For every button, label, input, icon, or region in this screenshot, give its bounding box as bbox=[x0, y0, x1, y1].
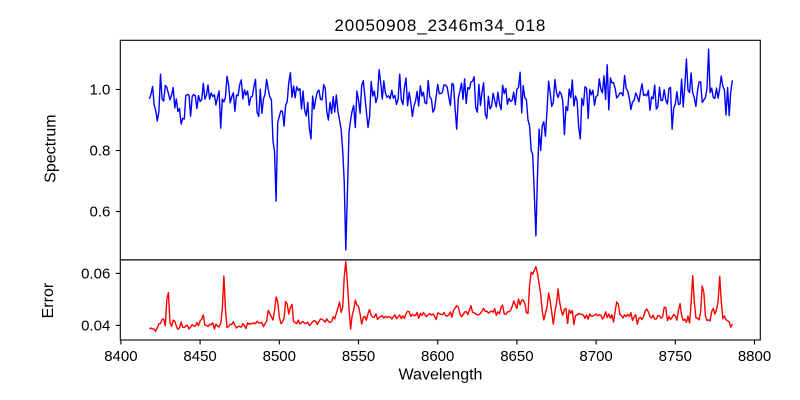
svg-text:8450: 8450 bbox=[183, 348, 216, 365]
svg-text:0.04: 0.04 bbox=[81, 318, 110, 335]
svg-text:1.0: 1.0 bbox=[89, 82, 110, 99]
svg-text:20050908_2346m34_018: 20050908_2346m34_018 bbox=[334, 16, 546, 35]
svg-text:8550: 8550 bbox=[342, 348, 375, 365]
svg-text:Spectrum: Spectrum bbox=[43, 114, 60, 182]
svg-text:8800: 8800 bbox=[738, 348, 771, 365]
svg-text:8750: 8750 bbox=[659, 348, 692, 365]
svg-text:8400: 8400 bbox=[104, 348, 137, 365]
svg-text:8500: 8500 bbox=[263, 348, 296, 365]
svg-text:8650: 8650 bbox=[500, 348, 533, 365]
svg-text:Error: Error bbox=[40, 282, 57, 318]
svg-text:8700: 8700 bbox=[579, 348, 612, 365]
svg-text:0.6: 0.6 bbox=[89, 204, 110, 221]
svg-text:0.06: 0.06 bbox=[81, 266, 110, 283]
svg-text:0.8: 0.8 bbox=[89, 143, 110, 160]
svg-text:8600: 8600 bbox=[421, 348, 454, 365]
svg-text:Wavelength: Wavelength bbox=[399, 367, 483, 384]
